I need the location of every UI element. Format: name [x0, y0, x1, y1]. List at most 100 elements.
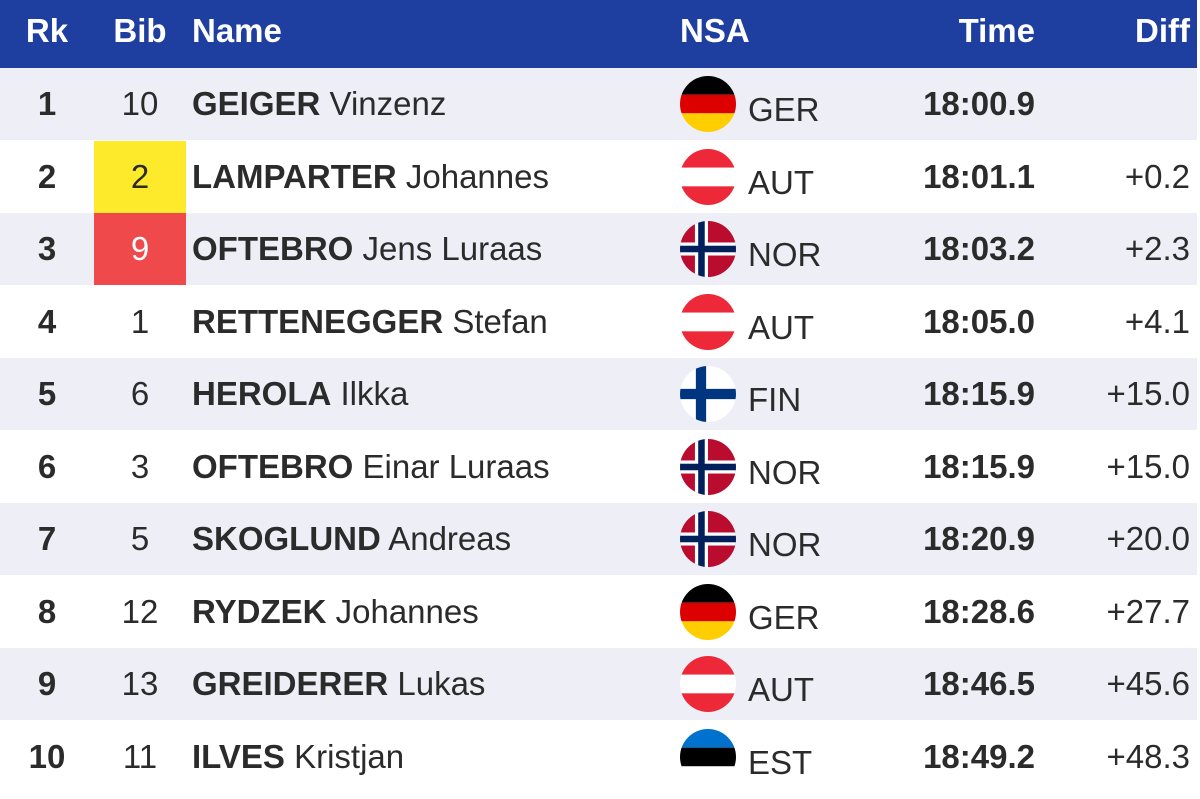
table-row[interactable]: 4 1 RETTENEGGER Stefan AUT 18:05.0 +4.1	[0, 285, 1197, 358]
table-row[interactable]: 9 13 GREIDERER Lukas AUT 18:46.5 +45.6	[0, 648, 1197, 720]
header-time[interactable]: Time	[958, 12, 1035, 49]
nsa-code: AUT	[748, 308, 814, 346]
athlete-first-name: Johannes	[335, 592, 479, 630]
diff-cell: +0.2	[1124, 157, 1190, 195]
athlete-last-name: OFTEBRO	[192, 447, 354, 485]
header-nsa[interactable]: NSA	[680, 12, 750, 49]
athlete-first-name: Johannes	[405, 157, 549, 195]
time-cell: 18:46.5	[923, 665, 1035, 702]
athlete-first-name: Stefan	[452, 302, 548, 340]
athlete-name[interactable]: LAMPARTER Johannes	[192, 141, 549, 213]
athlete-name[interactable]: GREIDERER Lukas	[192, 648, 485, 720]
fin-flag-icon	[680, 366, 736, 422]
athlete-name[interactable]: HEROLA Ilkka	[192, 358, 408, 430]
table-header: Rk Bib Name NSA Time Diff	[0, 0, 1197, 68]
aut-flag-icon	[680, 293, 736, 350]
rank-cell: 4	[37, 302, 57, 340]
diff-cell	[1040, 68, 1190, 140]
est-flag-icon	[680, 728, 736, 785]
athlete-name[interactable]: RYDZEK Johannes	[192, 576, 479, 648]
athlete-first-name: Jens Luraas	[362, 230, 543, 267]
rank-cell: 10	[28, 737, 66, 775]
diff-cell: +27.7	[1106, 592, 1191, 630]
athlete-last-name: SKOGLUND	[192, 520, 381, 557]
athlete-name[interactable]: RETTENEGGER Stefan	[192, 286, 548, 358]
time-cell: 18:49.2	[923, 737, 1035, 775]
aut-flag-icon	[680, 148, 736, 205]
table-row[interactable]: 10 11 ILVES Kristjan EST 18:49.2 +48.3	[0, 720, 1197, 793]
ger-flag-icon	[680, 583, 736, 640]
diff-cell: +4.1	[1124, 302, 1190, 340]
bib-cell: 12	[121, 592, 159, 630]
athlete-name[interactable]: SKOGLUND Andreas	[192, 503, 511, 575]
athlete-first-name: Vinzenz	[329, 85, 447, 122]
nsa-code: GER	[748, 91, 820, 128]
nsa-code: EST	[748, 743, 813, 781]
table-row[interactable]: 7 5 SKOGLUND Andreas NOR 18:20.9 +20.0	[0, 503, 1197, 575]
athlete-first-name: Kristjan	[294, 737, 405, 775]
header-name[interactable]: Name	[192, 12, 282, 49]
table-row[interactable]: 2 2 LAMPARTER Johannes AUT 18:01.1 +0.2	[0, 140, 1197, 213]
bib-cell: 13	[121, 665, 159, 702]
athlete-last-name: HEROLA	[192, 375, 332, 412]
nor-flag-icon	[680, 221, 736, 277]
nsa-code: GER	[748, 598, 820, 636]
diff-cell: +20.0	[1106, 520, 1191, 557]
header-diff[interactable]: Diff	[1135, 12, 1190, 49]
athlete-last-name: RYDZEK	[192, 592, 327, 630]
rank-cell: 7	[37, 520, 57, 557]
athlete-last-name: ILVES	[192, 737, 285, 775]
athlete-first-name: Andreas	[388, 520, 512, 557]
time-cell: 18:20.9	[923, 520, 1035, 557]
bib-cell: 2	[94, 140, 186, 213]
bib-cell: 6	[130, 375, 150, 412]
time-cell: 18:28.6	[923, 592, 1035, 630]
time-cell: 18:03.2	[923, 230, 1035, 267]
table-row[interactable]: 8 12 RYDZEK Johannes GER 18:28.6 +27.7	[0, 575, 1197, 648]
athlete-name[interactable]: OFTEBRO Einar Luraas	[192, 431, 550, 503]
nsa-code: NOR	[748, 526, 822, 563]
header-bib[interactable]: Bib	[113, 12, 167, 49]
nsa-code: NOR	[748, 236, 822, 273]
time-cell: 18:15.9	[923, 447, 1035, 485]
header-rank[interactable]: Rk	[25, 12, 69, 49]
bib-cell: 1	[130, 302, 150, 340]
athlete-name[interactable]: OFTEBRO Jens Luraas	[192, 213, 542, 285]
table-row[interactable]: 3 9 OFTEBRO Jens Luraas NOR 18:03.2 +2.3	[0, 213, 1197, 285]
rank-cell: 5	[37, 375, 57, 412]
bib-cell: 11	[122, 737, 158, 775]
table-row[interactable]: 6 3 OFTEBRO Einar Luraas NOR 18:15.9 +15.0	[0, 430, 1197, 503]
athlete-last-name: OFTEBRO	[192, 230, 354, 267]
nor-flag-icon	[680, 511, 736, 567]
nsa-code: AUT	[748, 163, 814, 201]
diff-cell: +2.3	[1124, 230, 1190, 267]
athlete-last-name: GREIDERER	[192, 665, 389, 702]
rank-cell: 6	[37, 447, 57, 485]
nsa-code: NOR	[748, 453, 822, 491]
athlete-name[interactable]: GEIGER Vinzenz	[192, 68, 446, 140]
athlete-last-name: RETTENEGGER	[192, 302, 444, 340]
ger-flag-icon	[680, 76, 736, 132]
aut-flag-icon	[680, 656, 736, 712]
time-cell: 18:01.1	[923, 157, 1035, 195]
rank-cell: 1	[37, 85, 57, 122]
athlete-last-name: LAMPARTER	[192, 157, 397, 195]
time-cell: 18:05.0	[923, 302, 1035, 340]
nsa-code: AUT	[748, 671, 814, 708]
table-row[interactable]: 1 10 GEIGER Vinzenz GER 18:00.9	[0, 68, 1197, 140]
diff-cell: +15.0	[1106, 375, 1191, 412]
bib-cell: 3	[130, 447, 150, 485]
athlete-name[interactable]: ILVES Kristjan	[192, 721, 404, 793]
athlete-first-name: Lukas	[397, 665, 486, 702]
nor-flag-icon	[680, 438, 736, 495]
athlete-first-name: Ilkka	[340, 375, 409, 412]
bib-cell: 9	[94, 213, 186, 285]
rank-cell: 9	[37, 665, 57, 702]
diff-cell: +48.3	[1106, 737, 1191, 775]
rank-cell: 2	[37, 157, 57, 195]
bib-cell: 10	[121, 85, 159, 122]
table-row[interactable]: 5 6 HEROLA Ilkka FIN 18:15.9 +15.0	[0, 358, 1197, 430]
diff-cell: +15.0	[1106, 447, 1191, 485]
time-cell: 18:00.9	[923, 85, 1035, 122]
